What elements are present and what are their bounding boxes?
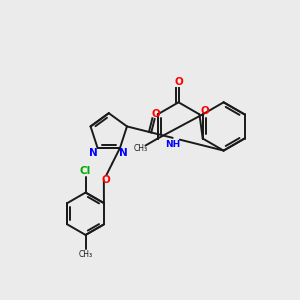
Text: Cl: Cl <box>80 166 91 176</box>
Text: O: O <box>174 77 183 87</box>
Text: O: O <box>152 109 160 118</box>
Text: CH₃: CH₃ <box>134 144 148 153</box>
Text: NH: NH <box>165 140 180 149</box>
Text: O: O <box>200 106 209 116</box>
Text: O: O <box>102 176 111 185</box>
Text: N: N <box>89 148 98 158</box>
Text: CH₃: CH₃ <box>79 250 93 260</box>
Text: N: N <box>119 148 128 158</box>
